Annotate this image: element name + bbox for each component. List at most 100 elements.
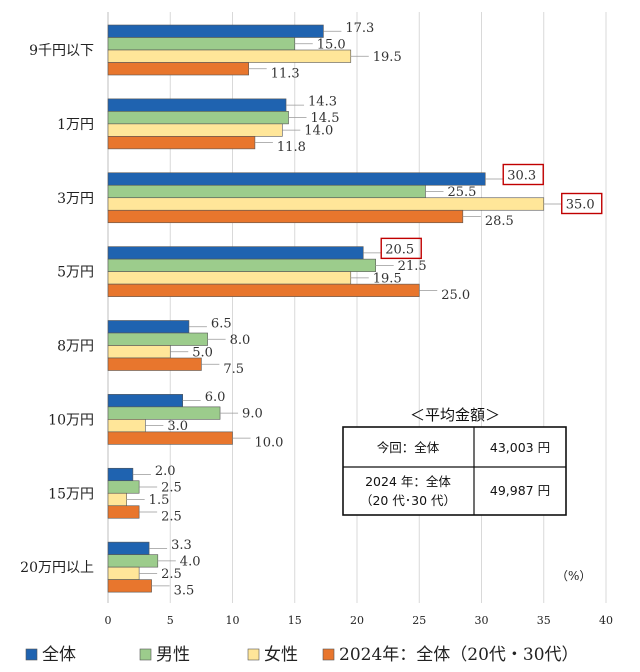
data-label: 25.0 <box>441 288 470 303</box>
bar <box>107 197 545 211</box>
data-label: 7.5 <box>223 362 244 377</box>
bar <box>107 406 221 420</box>
bar <box>107 419 146 433</box>
bar <box>107 480 140 494</box>
bar <box>107 136 256 150</box>
bar <box>107 332 208 346</box>
data-label: 10.0 <box>255 436 284 451</box>
category-labels: 9千円以下 1万円 3万円 5万円 8万円 10万円 15万円 20万円以上 <box>20 43 94 576</box>
bar <box>107 394 183 408</box>
bar <box>107 62 249 76</box>
leader-lines <box>126 30 562 587</box>
data-label: 30.3 <box>507 169 536 184</box>
bar <box>107 505 140 519</box>
x-tick-label: 0 <box>105 614 112 627</box>
avg-row2-label-line2: （20 代･30 代） <box>360 493 456 508</box>
x-tick-label: 25 <box>412 614 426 627</box>
data-label: 28.5 <box>485 214 514 229</box>
bar <box>107 345 171 359</box>
data-label: 6.0 <box>205 390 226 405</box>
data-label: 19.5 <box>373 271 402 286</box>
bar <box>107 554 159 568</box>
bar <box>107 172 486 186</box>
highlight-box <box>561 192 603 215</box>
bar <box>107 111 289 125</box>
data-label: 3.0 <box>167 419 188 434</box>
data-label: 2.5 <box>161 510 182 525</box>
average-table: ＜平均金額＞ 今回：全体 43,003 円 2024 年：全体 （20 代･30… <box>342 406 567 516</box>
data-label: 35.0 <box>566 198 595 213</box>
x-tick-label: 5 <box>167 614 174 627</box>
data-label: 3.5 <box>174 583 195 598</box>
data-label: 21.5 <box>398 259 427 274</box>
legend-swatch <box>25 648 38 661</box>
legend-swatch <box>247 648 260 661</box>
x-tick-label: 35 <box>537 614 551 627</box>
data-label: 2.5 <box>161 481 182 496</box>
legend-label: 女性 <box>264 645 298 665</box>
data-label: 20.5 <box>385 242 414 257</box>
x-tick-label: 15 <box>288 614 302 627</box>
avg-row2-label-line1: 2024 年：全体 <box>365 474 451 489</box>
data-label: 14.5 <box>311 111 340 126</box>
bar <box>107 24 324 38</box>
category-label: 15万円 <box>48 486 94 502</box>
data-label: 11.3 <box>271 66 300 81</box>
avg-row1-value: 43,003 円 <box>490 440 550 455</box>
average-table-border <box>342 426 567 516</box>
legend-swatch <box>322 648 335 661</box>
bar <box>107 37 296 51</box>
data-label: 25.5 <box>447 185 476 200</box>
bar <box>107 98 287 112</box>
bar <box>107 541 150 555</box>
legend-label: 2024年：全体（20代・30代） <box>339 645 579 665</box>
category-label: 5万円 <box>57 265 94 281</box>
bar <box>107 49 352 63</box>
bar <box>107 579 152 593</box>
unit-label: （%） <box>556 569 591 583</box>
category-label: 1万円 <box>57 117 94 133</box>
x-tick-label: 10 <box>226 614 240 627</box>
x-tick-label: 30 <box>475 614 489 627</box>
data-label: 5.0 <box>192 345 213 360</box>
avg-row1-label: 今回：全体 <box>377 440 440 455</box>
bar <box>107 209 464 224</box>
data-label: 3.3 <box>171 538 192 553</box>
data-label: 4.0 <box>180 554 201 569</box>
legend-swatch <box>139 648 152 661</box>
data-label: 15.0 <box>317 37 346 52</box>
data-label: 2.0 <box>155 464 176 479</box>
highlight-box <box>502 163 544 186</box>
category-label: 10万円 <box>48 412 94 428</box>
x-tick-label: 40 <box>599 614 613 627</box>
legend: 全体 男性 女性 2024年：全体（20代・30代） <box>25 645 579 665</box>
bar <box>107 467 134 482</box>
bar <box>107 184 426 199</box>
data-label: 11.8 <box>277 140 306 155</box>
legend-label: 全体 <box>42 645 76 665</box>
highlight-box <box>380 237 422 260</box>
data-label: 1.5 <box>149 493 170 508</box>
category-label: 8万円 <box>57 339 94 355</box>
bar <box>107 492 127 507</box>
x-tick-labels: 0 5 10 15 20 25 30 35 40 <box>105 614 614 627</box>
data-label: 2.5 <box>161 567 182 582</box>
bar <box>107 258 376 272</box>
x-tick-label: 20 <box>350 614 364 627</box>
avg-row2-value: 49,987 円 <box>490 483 550 498</box>
category-label: 20万円以上 <box>20 560 94 576</box>
legend-label: 男性 <box>156 645 190 665</box>
data-label: 9.0 <box>242 407 263 422</box>
data-label: 17.3 <box>345 21 374 36</box>
category-label: 3万円 <box>57 191 94 207</box>
data-label: 19.5 <box>373 50 402 65</box>
bar <box>107 357 202 371</box>
bars <box>107 24 545 593</box>
bar <box>107 123 283 137</box>
data-labels: 17.315.0 19.5 11.3 14.314.514.011.8 30.3 25.5… <box>149 21 603 598</box>
data-label: 6.5 <box>211 316 232 331</box>
data-label: 8.0 <box>230 333 251 348</box>
average-table-title: ＜平均金額＞ <box>410 406 500 424</box>
data-label: 14.0 <box>304 124 333 139</box>
